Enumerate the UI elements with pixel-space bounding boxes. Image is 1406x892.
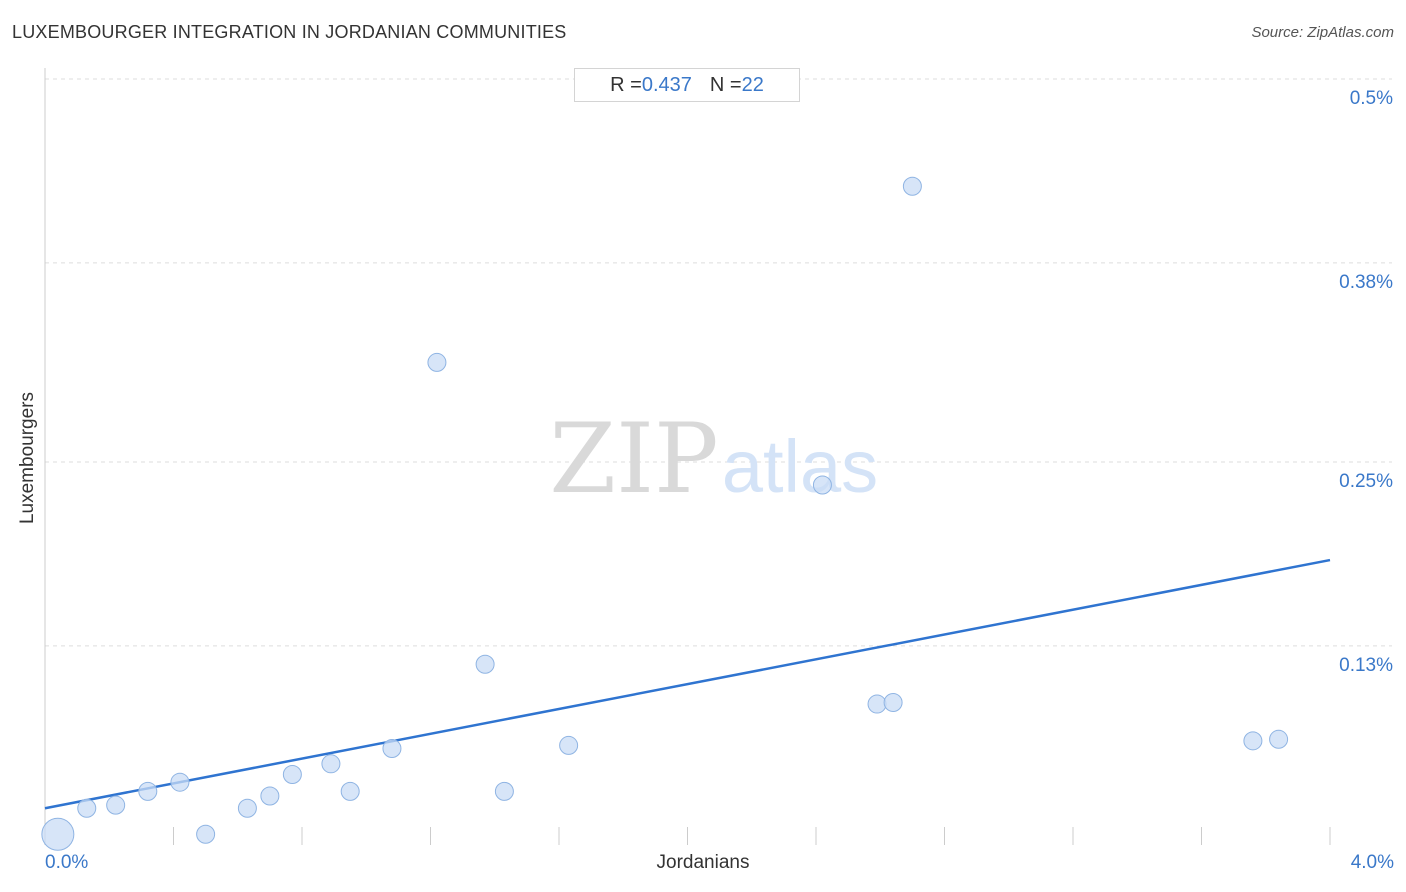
r-label: R =: [610, 73, 642, 96]
data-point: [106, 795, 126, 815]
grid-lines: [45, 78, 1392, 647]
data-point: [138, 781, 158, 801]
data-point: [494, 781, 514, 801]
watermark-zip: ZIP: [549, 403, 718, 515]
data-point: [475, 654, 495, 674]
y-axis-label: Luxembourgers: [17, 391, 38, 525]
data-point: [340, 781, 360, 801]
data-point: [321, 754, 341, 774]
data-point: [282, 765, 302, 785]
data-point: [237, 798, 257, 818]
y-tick-label: 0.13%: [1339, 655, 1393, 676]
x-axis-label: Jordanians: [656, 852, 750, 873]
x-tick-label-min: 0.0%: [45, 852, 89, 873]
data-point: [1243, 731, 1263, 751]
data-point: [77, 798, 97, 818]
data-point: [41, 817, 75, 851]
data-point: [812, 475, 832, 495]
data-point: [902, 176, 922, 196]
y-tick-label: 0.25%: [1339, 471, 1393, 492]
data-point: [867, 694, 887, 714]
y-tick-label: 0.5%: [1350, 88, 1393, 109]
data-point: [382, 738, 402, 758]
data-point: [427, 352, 447, 372]
stats-box: R = 0.437 N = 22: [574, 68, 800, 102]
data-points: [41, 176, 1289, 851]
x-tick-marks: [173, 827, 1331, 845]
watermark: ZIP atlas: [549, 403, 878, 515]
r-value: 0.437: [641, 73, 692, 96]
data-point: [170, 772, 190, 792]
n-label: N =: [709, 73, 742, 96]
n-value: 22: [741, 73, 764, 96]
data-point: [883, 693, 903, 713]
y-tick-label: 0.38%: [1339, 272, 1393, 293]
data-point: [559, 735, 579, 755]
x-tick-label-max: 4.0%: [1350, 852, 1394, 873]
y-tick-labels: 0.5% 0.38% 0.25% 0.13%: [1339, 88, 1393, 676]
data-point: [196, 824, 216, 844]
data-point: [1269, 729, 1289, 749]
source-label: Source: ZipAtlas.com: [1251, 24, 1394, 41]
data-point: [260, 786, 280, 806]
watermark-atlas: atlas: [722, 425, 878, 508]
chart-title: LUXEMBOURGER INTEGRATION IN JORDANIAN CO…: [12, 22, 567, 42]
trendline: [44, 558, 1331, 810]
